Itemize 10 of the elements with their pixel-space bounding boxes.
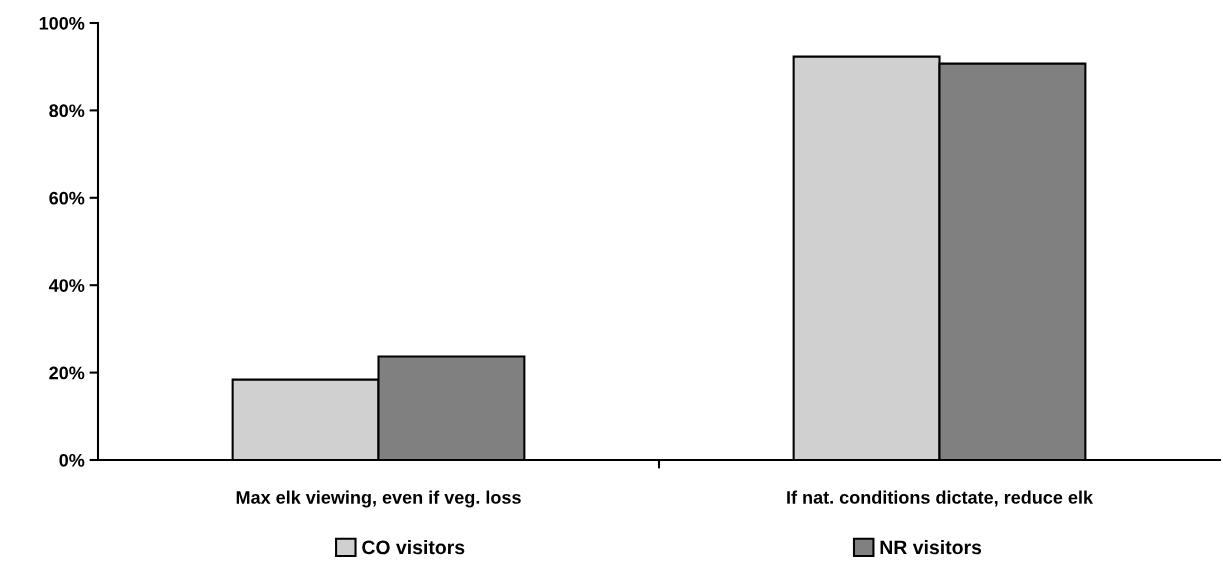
x-tick-label: Max elk viewing, even if veg. loss: [236, 490, 521, 508]
y-tick-label: 40%: [48, 279, 85, 292]
y-tick-label: 60%: [49, 191, 85, 205]
y-tick-label: 100%: [39, 16, 85, 30]
x-tick-label: If nat. conditions dictate, reduce elk: [787, 490, 1094, 507]
legend-label: NR visitors: [880, 539, 982, 555]
y-tick-label: 0%: [59, 453, 85, 467]
legend-label: CO visitors: [362, 539, 465, 555]
y-tick-label: 80%: [49, 104, 85, 118]
y-tick-label: 20%: [49, 366, 85, 380]
